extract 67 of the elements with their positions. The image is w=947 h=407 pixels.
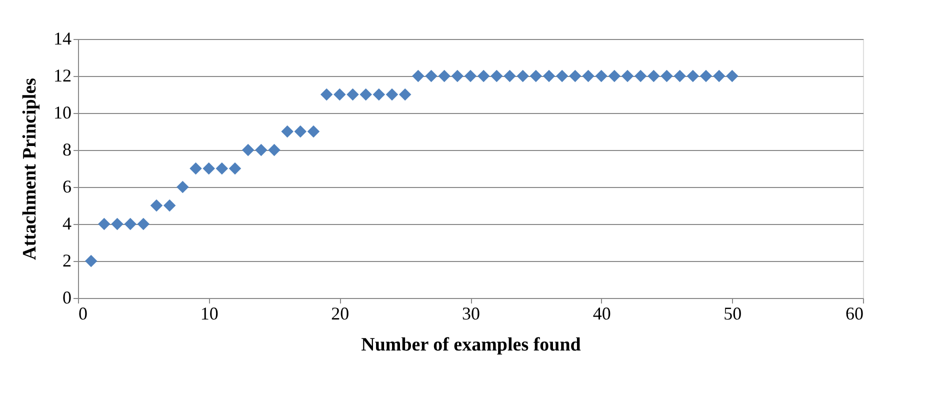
point	[84, 254, 98, 268]
point	[582, 70, 594, 82]
y-tick-label: 0	[62, 288, 72, 308]
point	[150, 199, 163, 212]
x-tick-label: 40	[592, 304, 611, 324]
x-axis-title: Number of examples found	[361, 334, 582, 356]
point	[216, 162, 228, 175]
x-tick-label: 0	[78, 304, 88, 324]
point	[111, 218, 124, 230]
point	[281, 125, 294, 138]
x-tick-label: 10	[200, 304, 218, 324]
point	[608, 70, 621, 82]
y-tick-label: 12	[54, 66, 72, 86]
point	[556, 70, 568, 82]
point	[425, 70, 438, 82]
point	[268, 144, 280, 156]
point	[255, 144, 268, 156]
point	[98, 218, 110, 230]
point	[190, 162, 202, 175]
point	[398, 88, 412, 101]
point	[202, 162, 215, 175]
point	[346, 88, 359, 101]
point	[516, 70, 529, 82]
point	[320, 88, 333, 101]
point	[124, 218, 136, 230]
point	[686, 70, 700, 82]
point	[228, 162, 242, 175]
point	[438, 70, 450, 82]
point	[372, 88, 386, 101]
point	[542, 70, 556, 82]
x-tick-label: 60	[846, 304, 864, 324]
point	[490, 70, 503, 82]
x-tick-label: 30	[462, 304, 480, 324]
y-axis-title: Attachment Principles	[20, 78, 40, 260]
point	[294, 125, 307, 138]
point	[621, 70, 634, 82]
x-tick-label: 50	[724, 304, 742, 324]
point	[674, 70, 686, 82]
point	[412, 70, 424, 82]
point	[386, 88, 398, 101]
point	[660, 70, 673, 82]
point	[569, 70, 582, 82]
y-tick-label: 8	[62, 140, 72, 160]
point	[464, 70, 477, 82]
point	[242, 144, 254, 156]
point	[176, 180, 189, 194]
point	[163, 199, 176, 212]
point	[307, 125, 320, 138]
y-tick-label: 4	[62, 214, 72, 234]
point	[712, 70, 726, 82]
point	[634, 70, 647, 82]
point	[451, 70, 464, 82]
point	[595, 70, 608, 82]
point	[137, 218, 150, 230]
y-tick-label: 2	[62, 250, 72, 270]
point	[477, 70, 490, 82]
y-tick-label: 14	[54, 28, 72, 48]
y-tick-label: 10	[54, 102, 72, 122]
point	[648, 70, 660, 82]
point	[504, 70, 516, 82]
y-tick-label: 6	[62, 176, 72, 196]
point	[530, 70, 542, 82]
point	[334, 88, 346, 101]
point	[360, 88, 372, 101]
point	[726, 70, 738, 82]
point	[700, 70, 712, 82]
x-tick-label: 20	[331, 304, 350, 324]
